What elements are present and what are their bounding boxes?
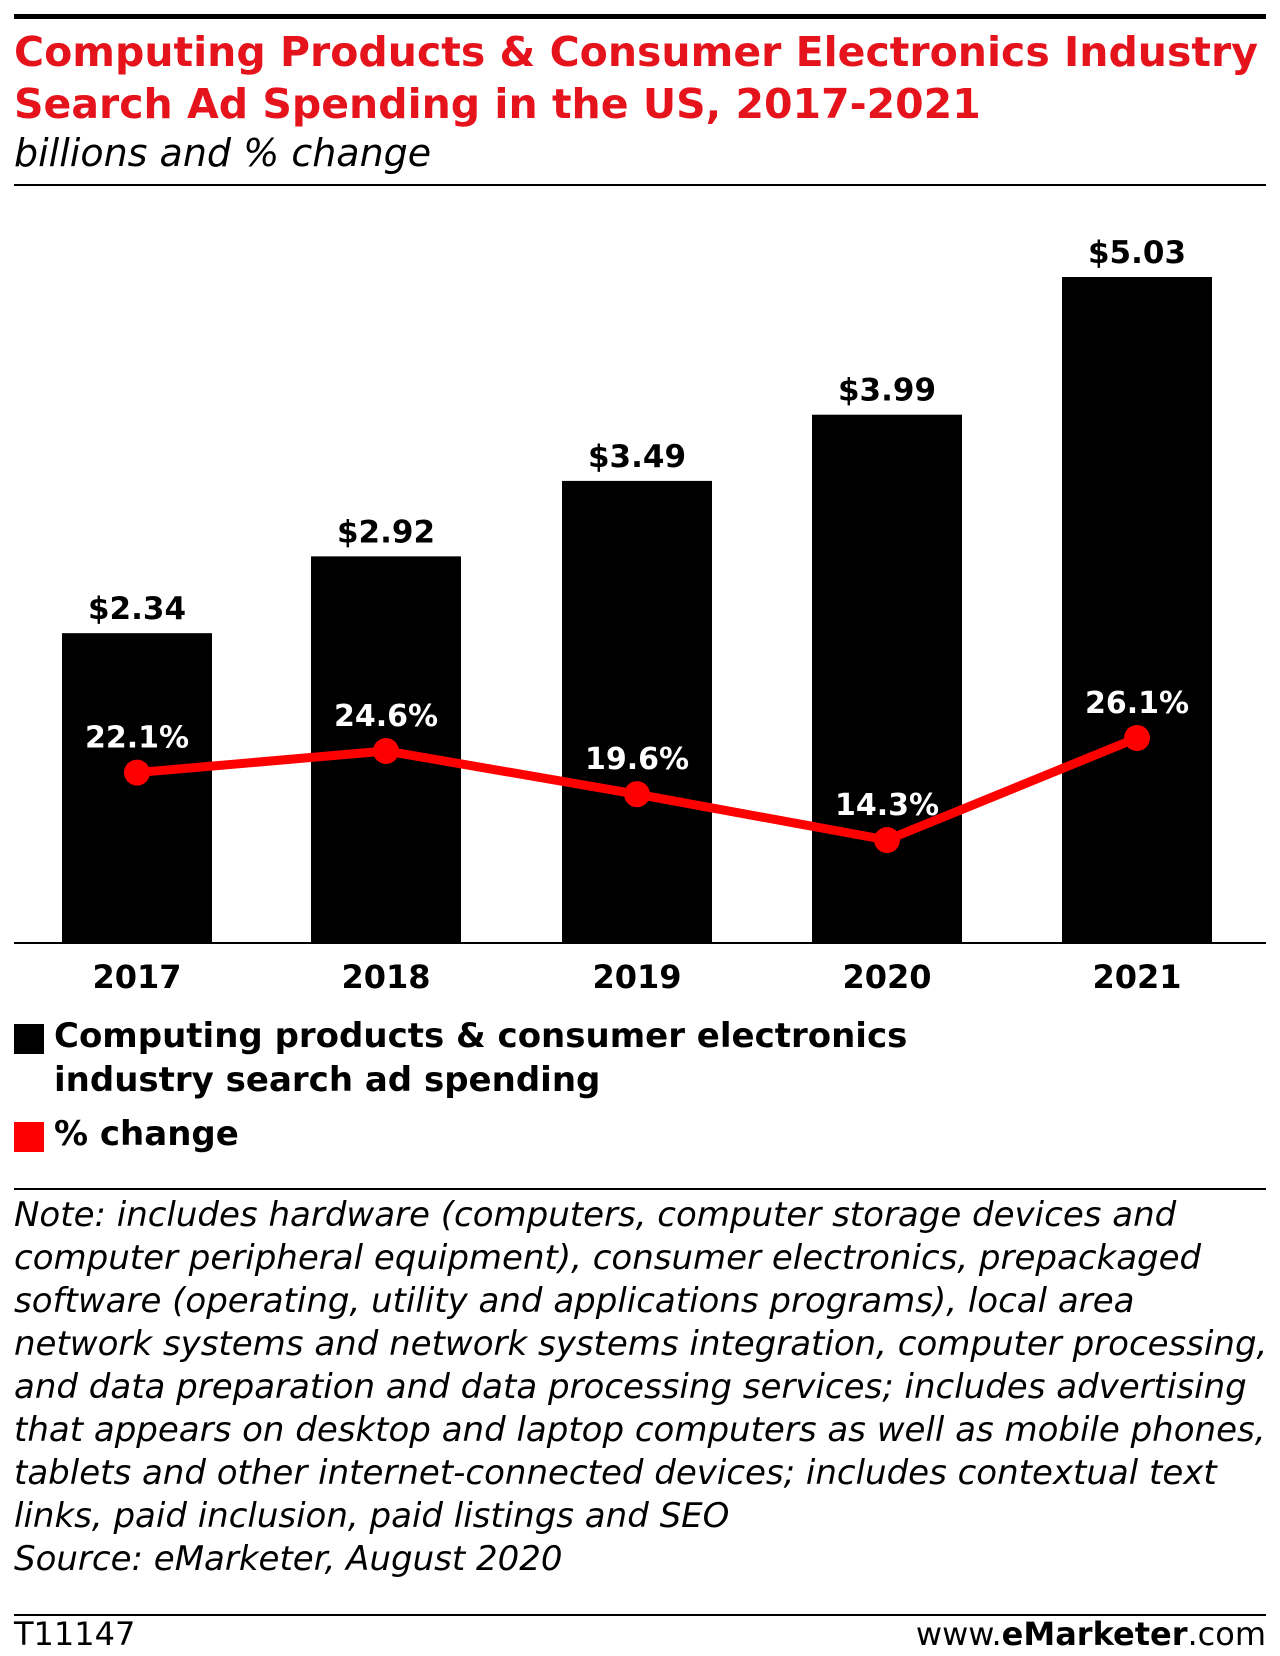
bars-layer xyxy=(62,277,1212,943)
legend-item-spending: Computing products & consumer electronic… xyxy=(14,1014,1054,1102)
bar-2019 xyxy=(562,480,712,943)
chart-id: T11147 xyxy=(14,1615,136,1653)
chart-subtitle: billions and % change xyxy=(14,131,432,175)
site-suffix: .com xyxy=(1187,1615,1266,1653)
x-tick-label-2020: 2020 xyxy=(842,958,931,996)
top-rule xyxy=(14,14,1266,19)
site-prefix: www. xyxy=(915,1615,1002,1653)
percent-point-2020 xyxy=(874,827,900,853)
percent-label-2017: 22.1% xyxy=(85,721,189,756)
x-tick-label-2018: 2018 xyxy=(341,958,430,996)
bar-value-label-2020: $3.99 xyxy=(838,373,936,409)
percent-label-2018: 24.6% xyxy=(334,699,438,734)
chart-source: Source: eMarketer, August 2020 xyxy=(14,1539,563,1579)
percent-point-2017 xyxy=(124,759,150,786)
percent-label-2021: 26.1% xyxy=(1085,686,1189,721)
legend-swatch-spending xyxy=(14,1024,44,1054)
legend-swatch-change xyxy=(14,1122,44,1152)
legend-label-spending: Computing products & consumer electronic… xyxy=(54,1016,908,1100)
legend-label-change: % change xyxy=(54,1114,239,1154)
labels-layer: $2.34 2017 $2.92 2018 $3.49 2019 $3.99 2020 $5.0… xyxy=(85,235,1189,996)
bar-value-label-2018: $2.92 xyxy=(337,514,435,550)
bar-2021 xyxy=(1062,277,1212,943)
footer-rule xyxy=(14,1614,1266,1616)
percent-label-2020: 14.3% xyxy=(835,788,939,823)
bar-line-chart: $2.34 2017 $2.92 2018 $3.49 2019 $3.99 2020 $5.0… xyxy=(14,235,1266,996)
site-brand: eMarketer xyxy=(1001,1615,1188,1653)
x-tick-label-2017: 2017 xyxy=(92,958,181,996)
line-layer xyxy=(124,725,1150,853)
percent-label-2019: 19.6% xyxy=(585,742,689,777)
x-tick-label-2021: 2021 xyxy=(1092,958,1181,996)
bar-value-label-2019: $3.49 xyxy=(588,439,686,475)
bar-value-label-2021: $5.03 xyxy=(1088,235,1186,271)
x-tick-label-2019: 2019 xyxy=(592,958,681,996)
bar-value-label-2017: $2.34 xyxy=(88,591,186,627)
percent-point-2019 xyxy=(624,781,650,808)
header-rule xyxy=(14,184,1266,186)
bar-2017 xyxy=(62,633,212,943)
chart-note: Note: includes hardware (computers, comp… xyxy=(14,1195,1268,1536)
bar-2020 xyxy=(812,414,962,943)
chart-title: Computing Products & Consumer Electronic… xyxy=(14,28,1258,128)
legend-item-change: % change xyxy=(14,1112,1054,1156)
note-rule xyxy=(14,1188,1266,1190)
percent-point-2021 xyxy=(1124,725,1150,751)
site-url: www.eMarketer.com xyxy=(916,1612,1266,1656)
percent-point-2018 xyxy=(373,737,399,764)
